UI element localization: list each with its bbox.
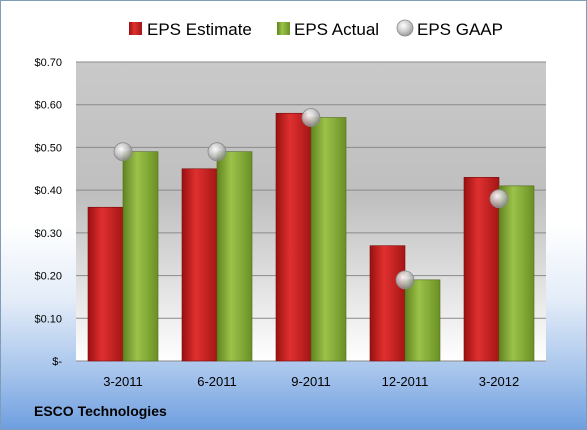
y-tick-label: $0.60 [34,100,62,112]
marker-eps-gaap [489,189,509,209]
x-tick-label: 3-2012 [479,374,519,389]
bar-eps-estimate [369,245,406,362]
y-tick-label: $0.40 [34,185,62,197]
legend-swatch-eps-gaap [396,19,414,37]
y-tick-label: $0.70 [34,57,62,69]
bar-eps-actual [216,151,253,362]
legend-label-eps-actual: EPS Actual [294,20,379,39]
y-tick-label: $0.10 [34,313,62,325]
company-name: ESCO Technologies [34,403,167,419]
bar-eps-actual [122,151,159,362]
marker-eps-gaap [207,142,227,162]
marker-eps-gaap [301,108,321,127]
bar-eps-actual [404,279,441,362]
bar-eps-estimate [275,112,312,362]
y-tick-label: $0.30 [34,228,62,240]
bar-eps-actual [310,117,347,362]
y-tick-label: $0.20 [34,271,62,283]
y-tick-label: $- [52,356,62,368]
legend-label-eps-estimate: EPS Estimate [147,20,252,39]
legend: EPS Estimate EPS Actual EPS GAAP [129,19,503,39]
bar-eps-estimate [463,177,500,362]
marker-eps-gaap [395,270,415,290]
legend-swatch-eps-actual [277,22,290,35]
bars [87,112,535,362]
legend-label-eps-gaap: EPS GAAP [417,20,503,39]
x-tick-label: 9-2011 [291,374,331,389]
gaap-markers [113,108,509,290]
x-tick-label: 6-2011 [197,374,237,389]
x-axis-ticks: 3-2011 6-2011 9-2011 12-2011 3-2012 [103,374,519,389]
x-tick-label: 3-2011 [103,374,143,389]
y-axis-ticks: $- $0.10 $0.20 $0.30 $0.40 $0.50 $0.60 $0.70 [34,57,62,368]
x-tick-label: 12-2011 [382,374,429,389]
bar-eps-estimate [87,206,124,362]
y-tick-label: $0.50 [34,142,62,154]
bar-eps-actual [498,185,535,362]
marker-eps-gaap [113,142,133,162]
bar-eps-estimate [181,168,218,362]
legend-swatch-eps-estimate [129,22,142,35]
